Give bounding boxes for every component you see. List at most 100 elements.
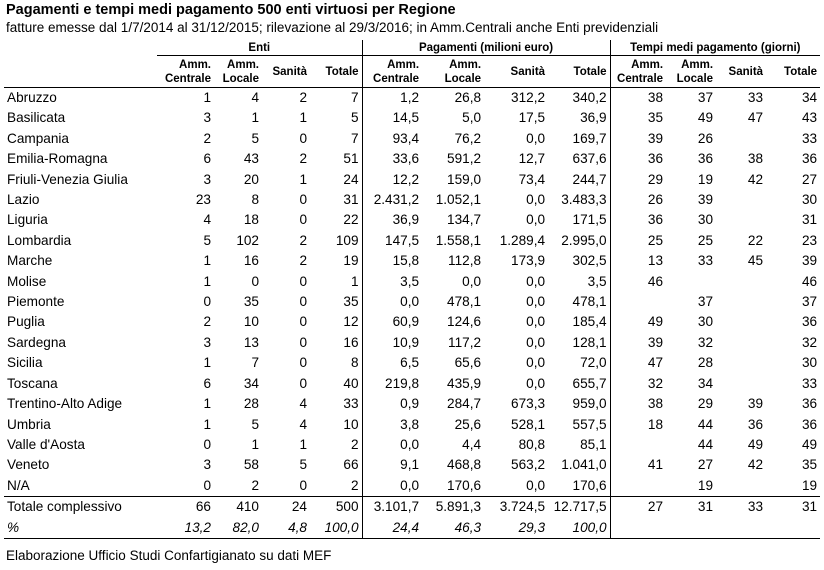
table-row: Friuli-Venezia Giulia 3 20 1 24 12,2 159,0 73,4… (4, 169, 820, 191)
cell-tempi-amm-locale: 31 (666, 496, 717, 518)
cell-tempi-amm-locale: 19 (697, 477, 714, 493)
table-row: Sicilia 1 7 0 8 6,5 65,6 0,0 72,0 47 28 30 (4, 353, 820, 374)
cell-pag-totale: 244,7 (572, 171, 607, 187)
cell-pag-amm-locale: 117,2 (448, 334, 482, 350)
cell-tempi-sanita: 33 (716, 496, 767, 518)
cell-pag-totale: 170,6 (572, 477, 607, 493)
cell-pag-totale: 3.483,3 (561, 192, 607, 208)
cell-region: Totale complessivo (4, 496, 157, 518)
page-title: Pagamenti e tempi medi pagamento 500 ent… (6, 2, 456, 18)
cell-pag-totale: 171,5 (572, 212, 607, 228)
cell-tempi-amm-centrale: 46 (609, 271, 667, 293)
cell-tempi-totale: 19 (801, 477, 818, 493)
cell-pag-amm-centrale: 9,1 (361, 455, 423, 476)
cell-pag-amm-locale: 76,2 (454, 130, 482, 146)
cell-pag-amm-locale: 5,0 (462, 110, 482, 126)
table-row: Puglia 2 10 0 12 60,9 124,6 0,0 185,4 49 30 36 (4, 312, 820, 333)
cell-pag-totale: 185,4 (572, 314, 607, 330)
cell-enti-sanita: 0 (299, 212, 307, 228)
column-header-region (4, 55, 157, 88)
cell-pag-amm-centrale: 36,9 (361, 210, 423, 231)
cell-enti-totale: 100,0 (310, 517, 363, 539)
cell-tempi-amm-centrale: 18 (609, 414, 667, 435)
column-header-enti-sanita: Sanità (262, 55, 310, 88)
cell-tempi-amm-centrale: 29 (609, 169, 667, 191)
cell-tempi-sanita (716, 190, 766, 210)
column-header-enti-amm-centrale: Amm. Centrale (157, 55, 214, 88)
cell-tempi-amm-centrale: 38 (609, 87, 667, 109)
cell-tempi-amm-locale: 30 (697, 212, 714, 228)
source-note: Elaborazione Ufficio Studi Confartigiana… (6, 548, 332, 563)
cell-pag-amm-centrale: 0,9 (361, 394, 423, 415)
cell-pag-amm-centrale: 33,6 (361, 149, 423, 170)
cell-enti-amm-locale: 1 (251, 436, 259, 452)
cell-region: N/A (7, 477, 30, 493)
cell-enti-totale: 35 (343, 294, 359, 310)
cell-enti-amm-centrale: 4 (203, 212, 211, 228)
cell-tempi-amm-centrale: 27 (609, 496, 667, 518)
cell-enti-totale: 40 (343, 375, 359, 391)
cell-pag-amm-centrale: 2.431,2 (361, 190, 423, 211)
cell-enti-amm-centrale: 2 (203, 314, 211, 330)
cell-enti-sanita: 1 (299, 171, 307, 187)
cell-region: Valle d'Aosta (7, 436, 85, 452)
data-table: Enti Pagamenti (milioni euro) Tempi medi… (4, 40, 821, 539)
cell-tempi-sanita: 47 (747, 110, 764, 126)
table-row: Veneto 3 58 5 66 9,1 468,8 563,2 1.041,0 41 27 42 35 (4, 455, 820, 476)
cell-region: Piemonte (7, 294, 65, 310)
cell-pag-amm-locale: 26,8 (454, 90, 482, 105)
cell-pag-totale: 1.041,0 (561, 457, 607, 473)
cell-enti-totale: 109 (335, 232, 359, 248)
cell-tempi-sanita (716, 374, 766, 394)
cell-pag-amm-locale: 478,1 (447, 294, 482, 310)
cell-pag-amm-locale: 1.052,1 (435, 192, 482, 208)
cell-enti-sanita: 0 (299, 314, 307, 330)
cell-enti-totale: 2 (350, 477, 359, 493)
table-row: Valle d'Aosta 0 1 1 2 0,0 4,4 80,8 85,1 44 49 49 (4, 434, 820, 456)
cell-enti-amm-locale: 5 (251, 130, 259, 146)
cell-tempi-sanita (716, 353, 766, 373)
cell-pag-amm-locale: 25,6 (454, 416, 482, 432)
cell-tempi-amm-locale: 37 (697, 294, 714, 310)
cell-tempi-totale: 36 (801, 151, 818, 167)
cell-tempi-amm-locale: 28 (697, 355, 714, 371)
cell-enti-sanita: 0 (299, 294, 307, 310)
cell-enti-amm-centrale: 3 (203, 110, 211, 126)
cell-tempi-amm-locale: 32 (697, 334, 714, 350)
cell-enti-totale: 33 (343, 396, 359, 412)
cell-enti-sanita: 0 (299, 355, 307, 371)
cell-enti-amm-locale: 8 (251, 192, 259, 208)
cell-pag-amm-locale: 46,3 (422, 517, 485, 539)
cell-pag-sanita: 173,9 (511, 253, 546, 269)
cell-pag-totale: 637,6 (572, 151, 607, 167)
cell-tempi-amm-locale: 44 (697, 416, 714, 432)
cell-pag-sanita: 0,0 (526, 334, 546, 350)
cell-tempi-amm-locale: 25 (697, 232, 714, 248)
cell-pag-sanita: 312,2 (511, 90, 546, 105)
cell-pag-totale: 959,0 (572, 396, 607, 412)
cell-pag-amm-centrale: 3.101,7 (361, 496, 423, 518)
cell-tempi-sanita: 49 (747, 436, 764, 452)
cell-enti-amm-centrale: 0 (203, 294, 211, 310)
cell-enti-amm-centrale: 1 (203, 253, 211, 269)
cell-pag-amm-locale: 112,8 (448, 253, 482, 269)
cell-pag-amm-centrale: 15,8 (361, 251, 423, 272)
cell-tempi-sanita: 36 (747, 416, 764, 432)
cell-region: Lazio (7, 192, 40, 208)
cell-region: Toscana (7, 375, 58, 391)
cell-tempi-amm-locale: 19 (697, 171, 714, 187)
cell-tempi-totale: 39 (801, 253, 818, 269)
group-header-empty (4, 40, 157, 56)
table-row: Sardegna 3 13 0 16 10,9 117,2 0,0 128,1 39 32 32 (4, 332, 820, 354)
table-row: Emilia-Romagna 6 43 2 51 33,6 591,2 12,7 637,6 36… (4, 149, 820, 170)
cell-pag-amm-locale: 159,0 (447, 171, 482, 187)
cell-enti-sanita: 1 (299, 110, 307, 126)
cell-tempi-totale: 30 (801, 355, 818, 371)
cell-pag-totale: 12.717,5 (548, 496, 611, 518)
cell-enti-sanita: 4 (299, 396, 307, 412)
cell-pag-sanita: 0,0 (526, 314, 546, 330)
cell-pag-totale: 128,1 (572, 334, 607, 350)
cell-enti-totale: 24 (343, 171, 359, 187)
cell-region: Veneto (7, 457, 50, 473)
cell-enti-amm-centrale: 1 (203, 273, 211, 289)
